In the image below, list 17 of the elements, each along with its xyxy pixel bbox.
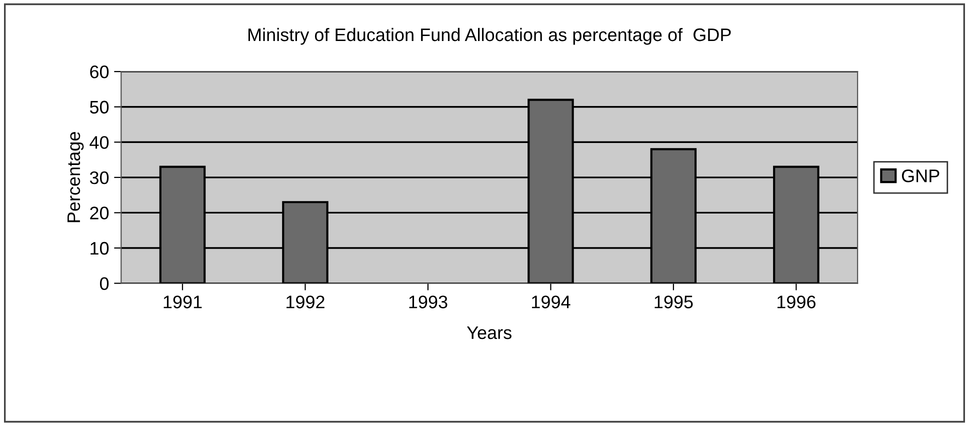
y-tick-label: 60: [90, 66, 109, 78]
y-tick-label: 0: [100, 277, 109, 290]
y-tick-label: 30: [90, 171, 109, 184]
x-tick-label: 1994: [532, 296, 570, 308]
x-axis-title: Years: [466, 326, 512, 340]
x-tick-label: 1991: [164, 296, 202, 308]
x-tick-label: 1992: [286, 296, 324, 308]
chart-title: Ministry of Education Fund Allocation as percentage of GDP: [248, 28, 731, 45]
y-tick-label: 40: [90, 136, 109, 149]
x-tick-label: 1996: [777, 296, 816, 308]
legend-label: GNP: [902, 169, 940, 182]
x-tick-label: 1995: [654, 296, 693, 308]
y-tick-label: 50: [90, 100, 109, 114]
y-tick-label: 10: [90, 242, 109, 255]
y-tick-label: 20: [90, 206, 109, 220]
y-axis-title: Percentage: [68, 132, 84, 222]
x-tick-label: 1993: [409, 296, 448, 308]
